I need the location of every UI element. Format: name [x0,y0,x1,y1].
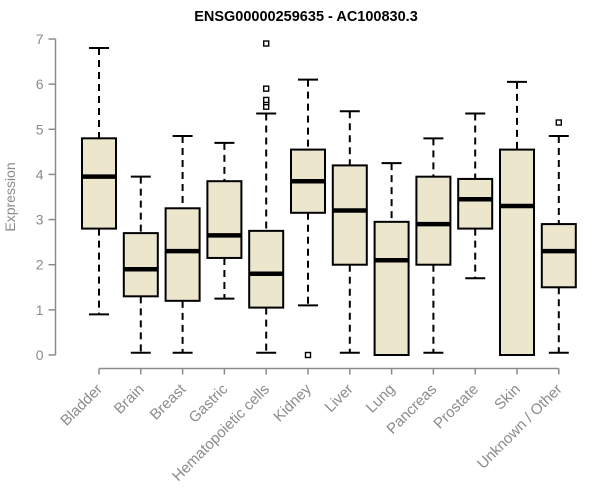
x-tick-label-breast: Breast [147,380,190,423]
x-tick-label-brain: Brain [111,381,148,418]
y-tick-label: 0 [36,347,44,363]
iqr-box [81,137,117,230]
outlier-point [263,96,270,104]
box-hematopoietic-cells [248,40,285,354]
box-breast [164,135,201,354]
x-tick-label-lung: Lung [363,381,399,417]
iqr-box [499,148,535,356]
iqr-box [331,164,368,266]
y-tick-label: 2 [36,257,44,273]
y-tick-label: 4 [36,166,44,182]
iqr-box [415,175,452,266]
box-skin [499,80,535,356]
x-tick-label-kidney: Kidney [270,380,315,425]
iqr-box [164,207,201,302]
box-pancreas [415,137,452,354]
box-series [81,40,577,359]
x-tick-label-bladder: Bladder [57,381,106,430]
x-tick-label-skin: Skin [491,381,524,414]
iqr-box [457,177,494,230]
box-bladder [81,47,117,316]
outlier-point [263,85,270,92]
y-tick-label: 1 [36,302,44,318]
y-axis-label: Expression [2,162,18,231]
y-tick-label: 6 [36,76,44,92]
y-tick-label: 7 [36,31,44,47]
x-tick-label-prostate: Prostate [430,381,482,433]
box-brain [122,175,159,354]
iqr-box [540,223,577,289]
iqr-box [122,232,159,298]
chart-title: ENSG00000259635 - AC100830.3 [194,9,418,25]
iqr-box [373,220,410,356]
box-gastric [206,141,243,300]
outlier-point [304,351,312,359]
box-kidney [290,78,326,359]
x-tick-label-liver: Liver [322,381,357,416]
iqr-box [206,180,243,259]
y-tick-label: 5 [36,121,44,137]
box-unknown-other [540,119,577,354]
iqr-box [248,229,285,309]
y-tick-label: 3 [36,212,44,228]
outlier-point [555,119,562,126]
outlier-point [263,40,270,47]
box-lung [373,162,410,356]
box-liver [331,110,368,354]
box-prostate [457,112,494,280]
